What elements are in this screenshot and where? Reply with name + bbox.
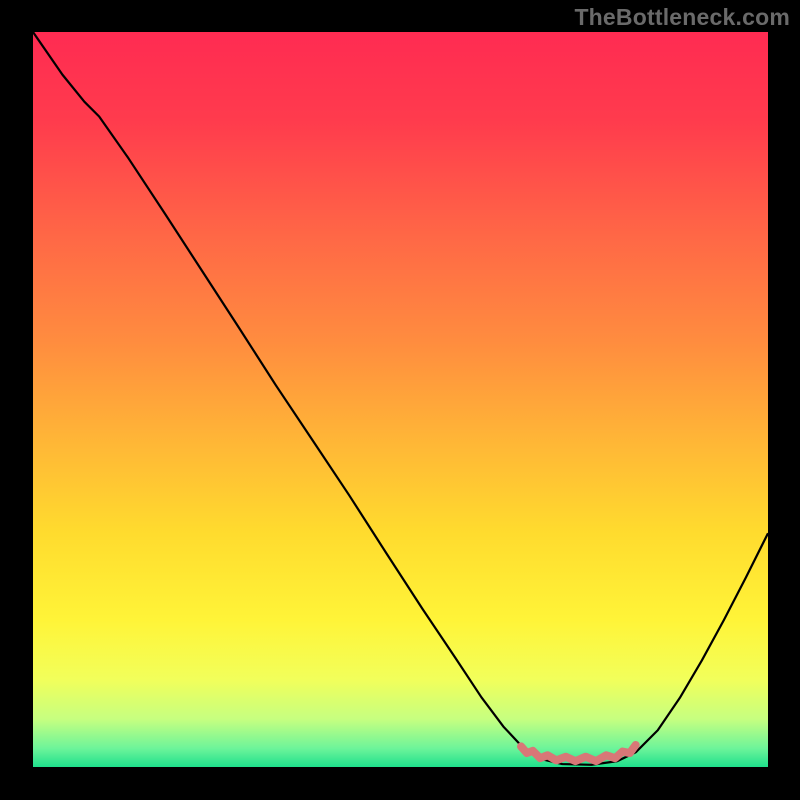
chart-svg <box>33 32 768 767</box>
chart-plot-area <box>33 32 768 767</box>
watermark-text: TheBottleneck.com <box>574 4 790 31</box>
bottleneck-curve-line <box>33 32 768 765</box>
bottleneck-curve-highlight <box>521 745 636 761</box>
